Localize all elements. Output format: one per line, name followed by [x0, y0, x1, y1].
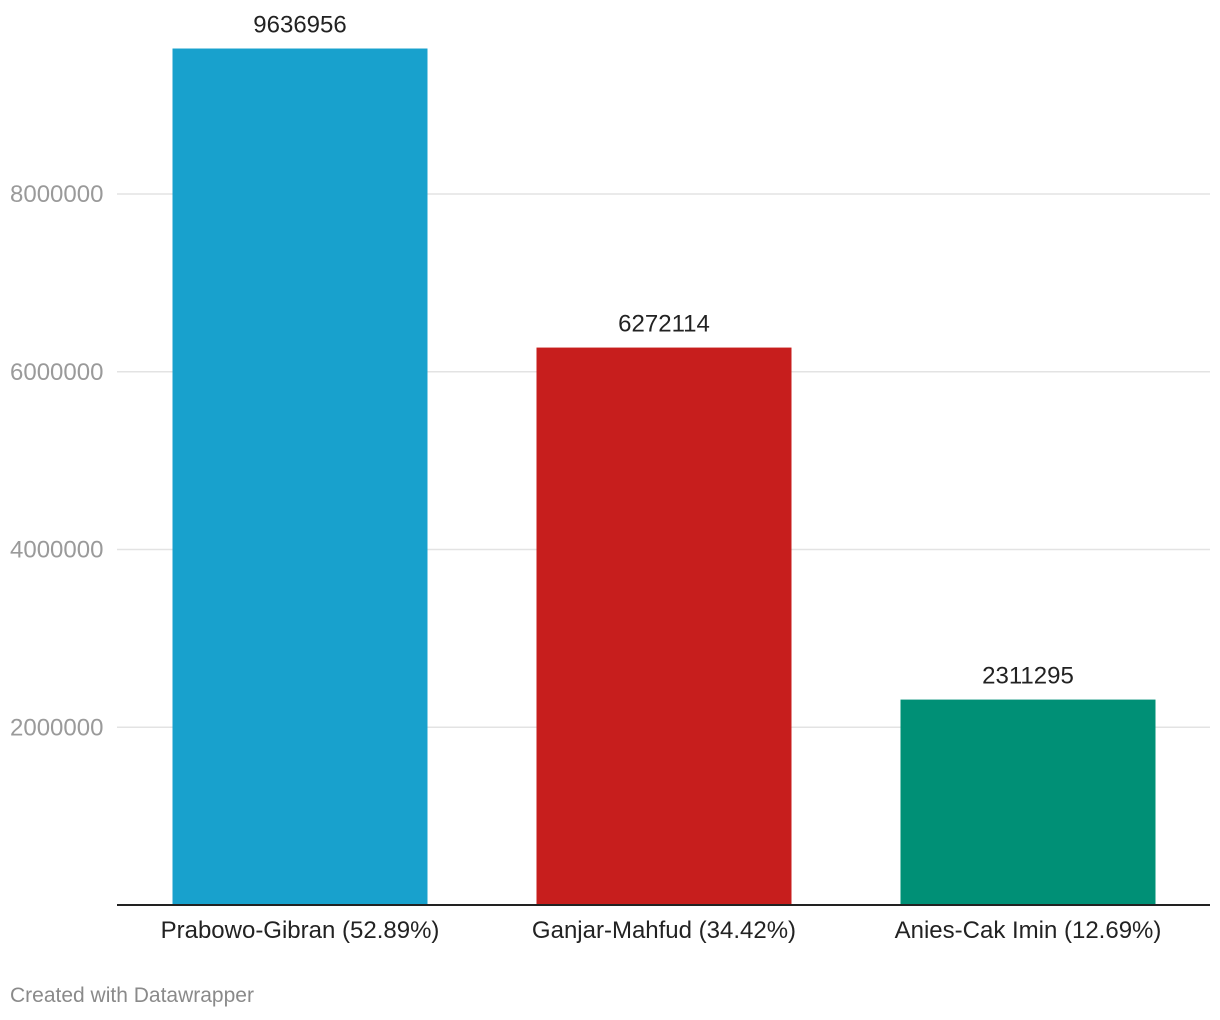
x-axis-category-labels: Prabowo-Gibran (52.89%) Ganjar-Mahfud (34…: [161, 917, 1162, 944]
y-tick-label: 8000000: [10, 181, 103, 208]
bar-value-labels: 9636956 6272114 2311295: [253, 12, 1074, 690]
y-tick-label: 2000000: [10, 714, 103, 741]
datawrapper-credit: Created with Datawrapper: [10, 984, 254, 1007]
y-axis-tick-labels: 2000000 4000000 6000000 8000000: [10, 181, 103, 741]
y-tick-label: 4000000: [10, 537, 103, 564]
x-category-label: Ganjar-Mahfud (34.42%): [532, 917, 796, 944]
bar-chart: 2000000 4000000 6000000 8000000 9636956 6272…: [10, 12, 1210, 944]
x-category-label: Prabowo-Gibran (52.89%): [161, 917, 440, 944]
bar: [536, 347, 792, 905]
y-tick-label: 6000000: [10, 359, 103, 386]
bar-value-label: 6272114: [618, 311, 710, 338]
bar-value-label: 2311295: [982, 663, 1074, 690]
bar-value-label: 9636956: [253, 12, 346, 39]
bar: [900, 699, 1156, 905]
bar: [172, 48, 428, 905]
x-category-label: Anies-Cak Imin (12.69%): [895, 917, 1162, 944]
bars: [172, 48, 1156, 905]
